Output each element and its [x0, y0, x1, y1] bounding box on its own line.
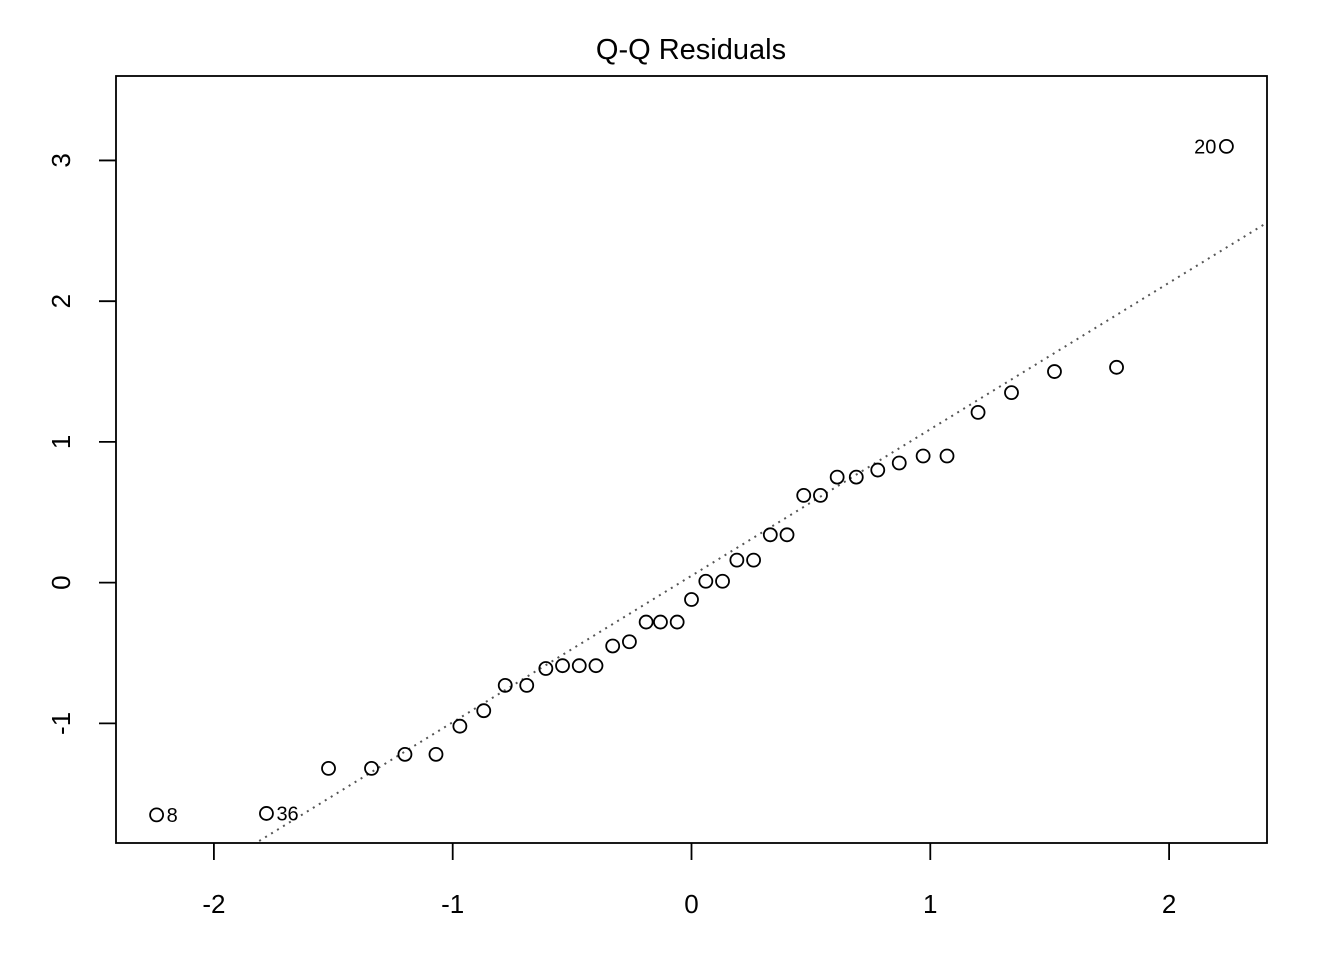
data-point-19: [669, 614, 685, 630]
data-point-11: [538, 661, 554, 676]
data-point-24: [746, 552, 761, 568]
data-point-32: [891, 455, 907, 471]
data-point-16: [622, 634, 637, 650]
data-point-12: [555, 658, 570, 674]
plot-frame: [115, 75, 1268, 844]
y-tick-label-1: 0: [46, 575, 76, 589]
data-point-33: [915, 448, 931, 464]
data-point-38: [1109, 359, 1124, 375]
point-label-20: 20: [1194, 136, 1216, 158]
chart-title: Q-Q Residuals: [596, 34, 786, 66]
data-point-13: [571, 658, 587, 674]
data-point-25: [762, 527, 778, 543]
data-point-5: [397, 746, 413, 762]
data-point-39: [1219, 138, 1234, 154]
data-point-3: [321, 761, 336, 776]
plot-area: 8 36 20: [149, 136, 1267, 843]
data-point-2: [259, 806, 274, 821]
y-tick-label-0: -1: [46, 712, 76, 735]
data-point-7: [452, 718, 468, 734]
data-point-28: [813, 487, 828, 503]
y-tick-label-4: 3: [46, 153, 76, 167]
x-tick-label-2: 0: [684, 889, 698, 919]
data-point-37: [1047, 364, 1062, 379]
x-tick-label-3: 1: [923, 889, 937, 919]
data-point-34: [939, 448, 955, 464]
point-label-36: 36: [276, 803, 298, 825]
axes: -2 -1 0 1 2 -1 0 1 2 3: [46, 75, 1268, 919]
data-point-18: [653, 614, 668, 630]
data-point-9: [497, 677, 513, 693]
point-label-8: 8: [167, 805, 178, 827]
data-point-4: [364, 761, 379, 776]
data-point-14: [588, 658, 604, 674]
y-tick-label-2: 1: [46, 435, 76, 449]
data-point-26: [779, 527, 795, 543]
data-point-29: [829, 469, 845, 485]
data-point-1: [149, 807, 164, 823]
x-tick-label-0: -2: [202, 889, 225, 919]
data-point-6: [428, 746, 444, 762]
data-point-35: [970, 404, 986, 420]
data-point-31: [870, 462, 886, 478]
data-point-10: [519, 677, 535, 693]
reference-line: [253, 221, 1267, 843]
data-point-21: [698, 573, 714, 589]
x-tick-label-4: 2: [1162, 889, 1176, 919]
data-point-23: [729, 552, 745, 568]
data-point-8: [476, 703, 492, 719]
data-point-30: [848, 469, 864, 485]
data-point-36: [1004, 385, 1019, 401]
data-point-22: [715, 573, 730, 589]
y-tick-label-3: 2: [46, 294, 76, 308]
data-point-20: [684, 592, 699, 607]
data-point-27: [796, 487, 812, 503]
data-point-15: [605, 638, 621, 654]
data-point-17: [638, 614, 654, 630]
x-tick-label-1: -1: [441, 889, 464, 919]
